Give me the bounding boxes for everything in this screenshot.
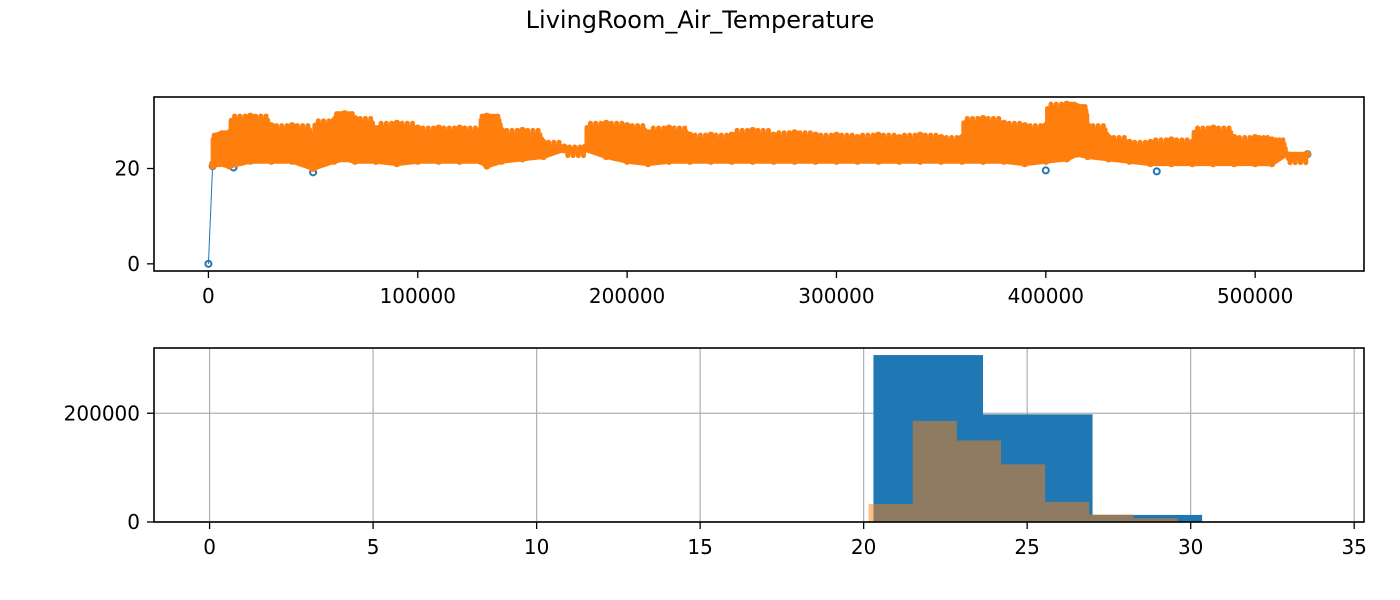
y-tick-label: 0 xyxy=(127,252,140,276)
y-tick-label: 20 xyxy=(115,157,140,181)
x-tick-label: 15 xyxy=(687,535,712,559)
x-tick-label: 5 xyxy=(367,535,380,559)
histogram-axes: 0 5 10 15 20 25 30 35 0 200000 xyxy=(64,347,1367,559)
x-tick-label: 100000 xyxy=(380,284,456,308)
y-tick-label: 200000 xyxy=(64,401,140,425)
data-point xyxy=(1152,167,1161,176)
time-series-axes: 0 100000 200000 300000 400000 500000 0 20 xyxy=(115,96,1365,308)
x-tick-label: 200000 xyxy=(589,284,665,308)
histogram-bar xyxy=(912,420,957,522)
axes-frame xyxy=(153,347,1365,523)
x-tick-label: 30 xyxy=(1178,535,1203,559)
x-tick-label: 25 xyxy=(1014,535,1039,559)
data-point xyxy=(204,259,213,268)
x-tick-label: 300000 xyxy=(798,284,874,308)
histogram-bar xyxy=(1045,501,1090,522)
x-tick-label: 0 xyxy=(202,284,215,308)
x-tick-label: 500000 xyxy=(1217,284,1293,308)
x-tick-label: 35 xyxy=(1341,535,1366,559)
histogram-bar xyxy=(1089,514,1134,522)
x-tick-label: 10 xyxy=(524,535,549,559)
data-point xyxy=(1041,166,1050,175)
axes-frame xyxy=(153,96,1365,272)
x-tick-label: 20 xyxy=(851,535,876,559)
histogram-bar xyxy=(868,504,913,522)
histogram-bar xyxy=(956,440,1001,522)
x-tick-label: 400000 xyxy=(1008,284,1084,308)
series-line xyxy=(207,166,214,264)
y-tick-label: 0 xyxy=(127,510,140,534)
figure-title: LivingRoom_Air_Temperature xyxy=(525,6,875,34)
histogram-bar xyxy=(1001,464,1046,522)
x-tick-label: 0 xyxy=(203,535,216,559)
histogram-bar xyxy=(1133,518,1178,522)
